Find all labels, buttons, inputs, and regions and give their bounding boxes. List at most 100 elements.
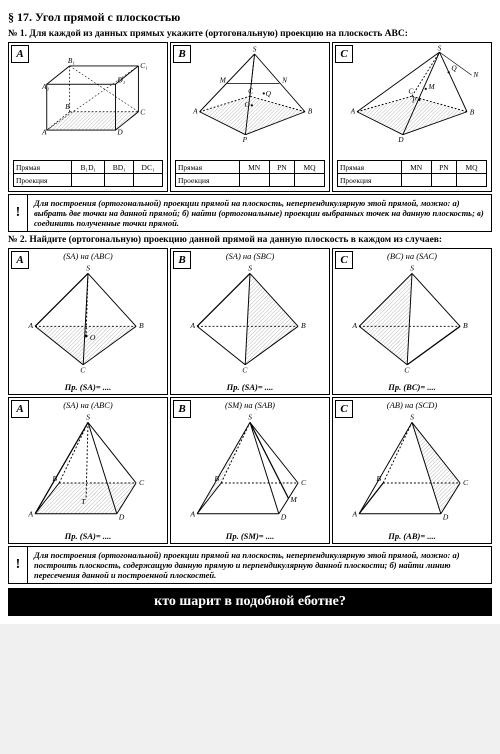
panel-2A: A (SA) на (ABC) S A B C O Пр. (SA)= ....: [8, 248, 168, 395]
panel-3A: A (SA) на (ABC) S A B C D T Пр. (SA)= ....: [8, 397, 168, 544]
figure-pyramid-b: S A B P C M NQ O: [171, 43, 329, 153]
svg-text:Q: Q: [451, 64, 457, 73]
task2-row2: A (SA) на (ABC) SABCDT Пр. (SA)= .... B …: [8, 397, 492, 544]
svg-text:D: D: [280, 513, 287, 522]
svg-text:D: D: [442, 513, 449, 522]
svg-text:M: M: [428, 82, 436, 91]
black-strip: кто шарит в подобной еботне?: [8, 588, 492, 616]
svg-text:B: B: [65, 102, 70, 111]
svg-text:B: B: [52, 474, 57, 483]
svg-text:A: A: [27, 510, 33, 519]
svg-text:C: C: [463, 478, 469, 487]
svg-text:Q: Q: [266, 89, 272, 98]
svg-text:D: D: [118, 513, 125, 522]
svg-text:B₁: B₁: [68, 56, 75, 65]
svg-text:A₁: A₁: [41, 82, 49, 91]
table-1B: ПрямаяMNPNMQ Проекция: [175, 160, 325, 187]
svg-text:D₁: D₁: [116, 75, 125, 84]
svg-text:B: B: [463, 321, 468, 330]
figure-cube: A₁ B₁ C₁ D₁ A B C D: [9, 43, 167, 153]
panel-label: B: [173, 45, 191, 63]
caption-bottom: Пр. (AB)= ....: [333, 531, 491, 541]
figure-2B: SABC: [171, 259, 329, 384]
caption-bottom: Пр. (SM)= ....: [171, 531, 329, 541]
svg-text:S: S: [86, 264, 90, 273]
task1-row: A A₁ B₁ C₁ D₁ A B C D: [8, 42, 492, 192]
svg-text:A: A: [351, 510, 357, 519]
task2-row1: A (SA) на (ABC) S A B C O Пр. (SA)= .... B (…: [8, 248, 492, 395]
svg-text:N: N: [472, 70, 479, 79]
svg-text:S: S: [248, 264, 252, 273]
caption-top: (AB) на (SCD): [333, 400, 491, 410]
svg-text:B: B: [301, 321, 306, 330]
panel-label: C: [335, 45, 353, 63]
svg-text:D: D: [397, 135, 404, 144]
svg-text:T: T: [81, 497, 86, 506]
page: § 17. Угол прямой с плоскостью № 1. Для …: [0, 0, 500, 624]
svg-text:A: A: [192, 107, 198, 116]
svg-text:C: C: [140, 108, 145, 117]
note-text: Для построения (ортогональной) проекции …: [28, 546, 492, 584]
panel-2B: B (SA) на (SBC) SABC Пр. (SA)= ....: [170, 248, 330, 395]
svg-text:S: S: [253, 44, 257, 53]
svg-text:B: B: [470, 108, 475, 117]
svg-text:A: A: [189, 510, 195, 519]
panel-1B: B S A B P C M NQ O ПрямаяMNPNMQ Проекция: [170, 42, 330, 192]
task2-title: № 2. Найдите (ортогональную) проекцию да…: [8, 235, 492, 245]
caption-top: (BC) на (SAC): [333, 251, 491, 261]
caption-top: (SA) на (ABC): [9, 251, 167, 261]
figure-3B: SABCDM: [171, 408, 329, 533]
svg-text:N: N: [281, 75, 288, 84]
svg-text:O: O: [245, 100, 251, 109]
svg-text:C: C: [248, 86, 253, 95]
svg-text:B: B: [139, 321, 144, 330]
caption-bottom: Пр. (SA)= ....: [9, 382, 167, 392]
svg-text:S: S: [410, 264, 414, 273]
note-2: ! Для построения (ортогональной) проекци…: [8, 546, 492, 584]
svg-text:C₁: C₁: [140, 61, 148, 70]
svg-text:C: C: [408, 86, 413, 95]
figure-2C: SABC: [333, 259, 491, 384]
svg-text:M: M: [219, 75, 227, 84]
note-1: ! Для построения (ортогональной) проекци…: [8, 194, 492, 232]
svg-text:A: A: [350, 107, 356, 116]
figure-pyramid-c: SA BD CM NQP: [333, 43, 491, 153]
panel-1C: C SA BD CM NQP ПрямаяMNPNMQ Проекция: [332, 42, 492, 192]
svg-text:A: A: [27, 321, 33, 330]
panel-2C: C (BC) на (SAC) SABC Пр. (BC)= ....: [332, 248, 492, 395]
figure-3C: S A B C D: [333, 408, 491, 533]
svg-text:O: O: [90, 333, 96, 342]
svg-text:S: S: [86, 413, 90, 422]
caption-bottom: Пр. (SA)= ....: [9, 531, 167, 541]
svg-text:B: B: [376, 474, 381, 483]
caption-bottom: Пр. (SA)= ....: [171, 382, 329, 392]
panel-1A: A A₁ B₁ C₁ D₁ A B C D: [8, 42, 168, 192]
note-mark: !: [8, 194, 28, 232]
svg-text:P: P: [242, 135, 248, 144]
svg-text:S: S: [248, 413, 252, 422]
svg-text:B: B: [308, 107, 313, 116]
task1-title: № 1. Для каждой из данных прямых укажите…: [8, 29, 492, 39]
svg-text:B: B: [214, 474, 219, 483]
svg-text:C: C: [242, 365, 248, 374]
svg-text:C: C: [139, 478, 145, 487]
svg-text:M: M: [289, 495, 297, 504]
svg-text:S: S: [410, 413, 414, 422]
svg-text:C: C: [80, 365, 86, 374]
caption-bottom: Пр. (BC)= ....: [333, 382, 491, 392]
table-1C: ПрямаяMNPNMQ Проекция: [337, 160, 487, 187]
table-1A: ПрямаяB₁D₁BD₁DC₁ Проекция: [13, 160, 163, 187]
note-text: Для построения (ортогональной) проекции …: [28, 194, 492, 232]
svg-text:P: P: [411, 96, 417, 105]
section-title: § 17. Угол прямой с плоскостью: [8, 10, 492, 25]
figure-3A: S A B C D T: [9, 408, 167, 533]
caption-top: (SA) на (ABC): [9, 400, 167, 410]
svg-text:D: D: [116, 128, 123, 137]
panel-3C: C (AB) на (SCD) S A B C D Пр. (AB)= ....: [332, 397, 492, 544]
caption-top: (SA) на (SBC): [171, 251, 329, 261]
svg-text:A: A: [351, 321, 357, 330]
figure-2A: S A B C O: [9, 259, 167, 384]
svg-text:A: A: [41, 128, 47, 137]
panel-3B: B (SM) на (SAB) SABCDM Пр. (SM)= ....: [170, 397, 330, 544]
caption-top: (SM) на (SAB): [171, 400, 329, 410]
